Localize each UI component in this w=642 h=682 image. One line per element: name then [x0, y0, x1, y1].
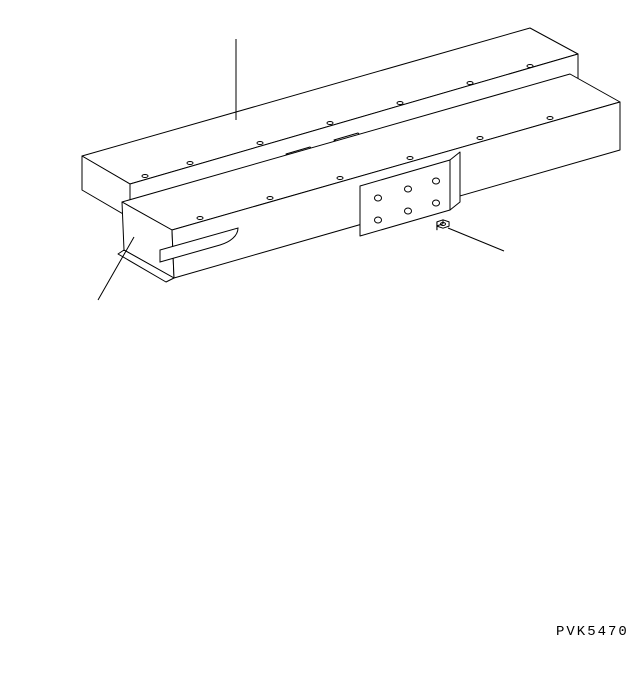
part-number-label: PVK5470: [556, 624, 629, 640]
technical-diagram: PVK5470: [0, 0, 642, 677]
diagram-svg: [0, 0, 642, 677]
